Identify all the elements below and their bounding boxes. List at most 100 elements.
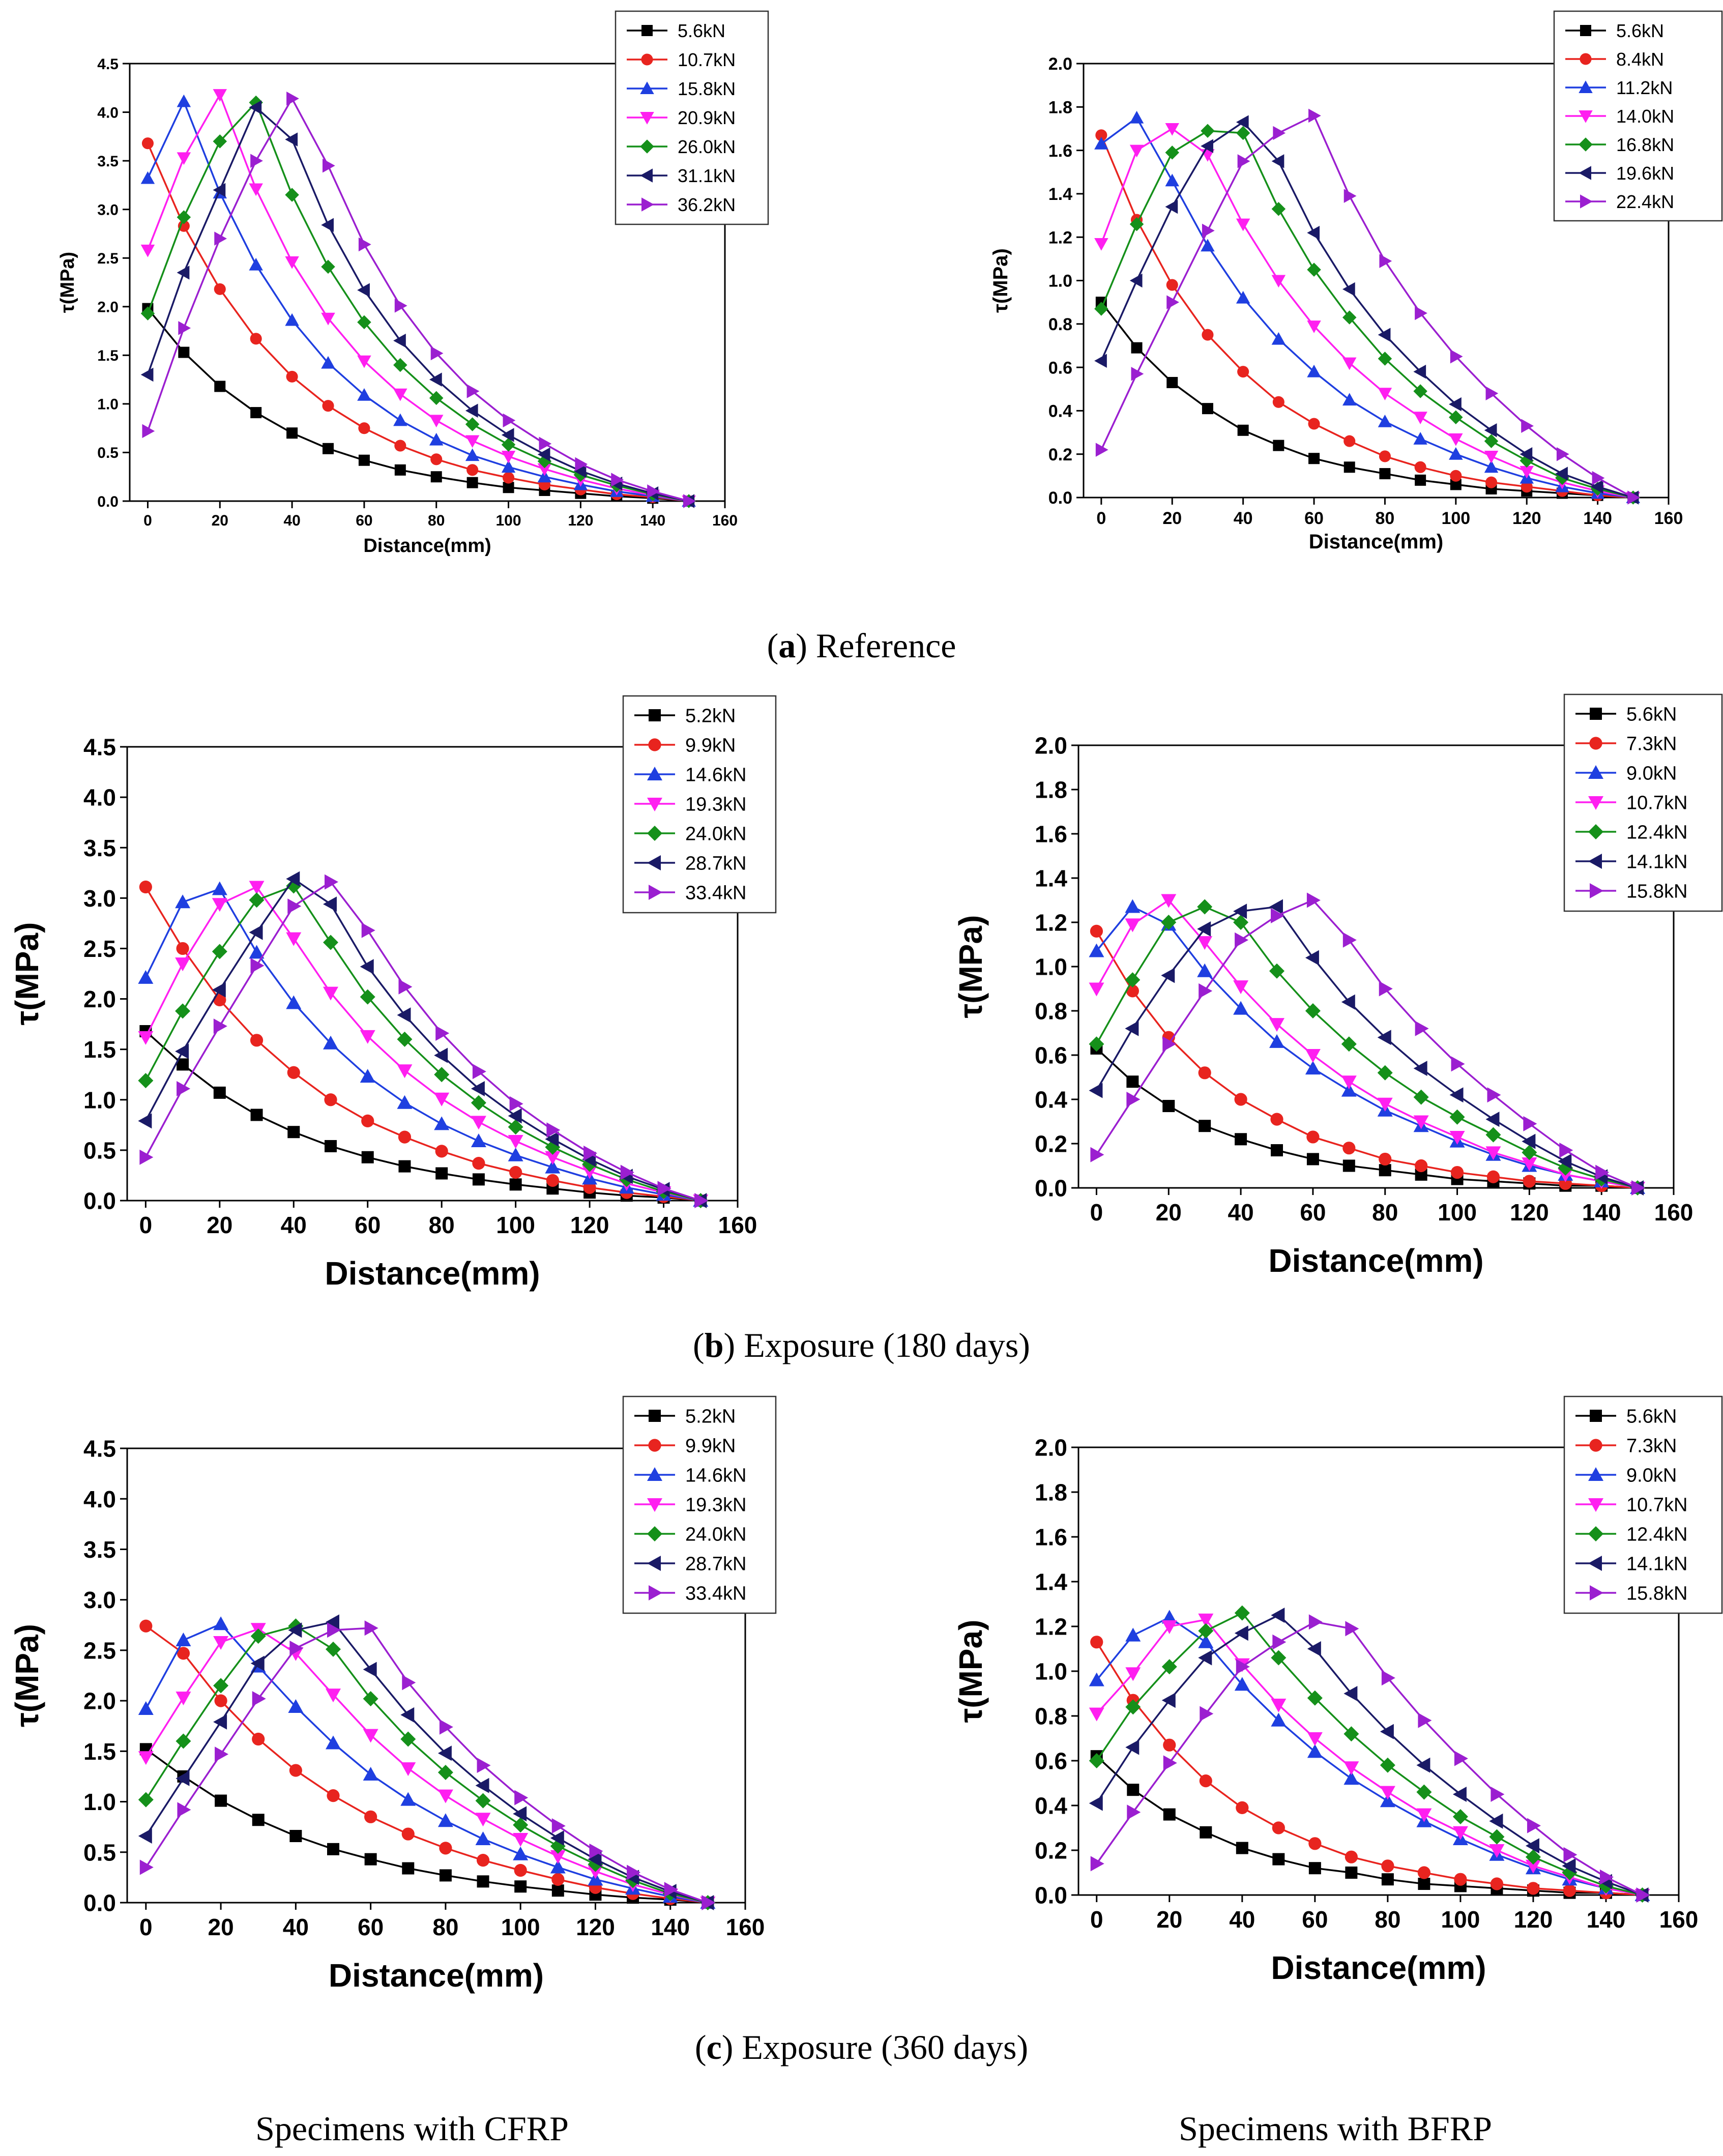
data-point <box>1089 982 1104 997</box>
data-point <box>1125 1699 1141 1715</box>
series-line <box>145 1623 708 1904</box>
data-point <box>1449 397 1462 412</box>
data-point <box>1307 321 1321 333</box>
legend-marker <box>647 1526 662 1541</box>
data-point <box>589 1843 603 1859</box>
data-point <box>550 1850 566 1864</box>
legend-label: 12.4kN <box>1626 1524 1687 1546</box>
data-point <box>1451 1056 1465 1072</box>
data-point <box>1342 282 1355 297</box>
series-line <box>147 308 689 502</box>
legend-marker <box>1588 1467 1603 1481</box>
x-tick-label: 120 <box>1512 509 1541 528</box>
data-point <box>1166 376 1178 388</box>
data-point <box>437 1789 453 1803</box>
data-point <box>1236 1842 1248 1854</box>
data-point <box>1197 899 1213 915</box>
data-point <box>1380 1793 1395 1808</box>
legend-label: 19.6kN <box>1616 163 1674 184</box>
data-point <box>439 1719 453 1735</box>
y-tick-label: 3.0 <box>97 201 119 218</box>
y-tick-label: 4.0 <box>97 104 119 121</box>
data-point <box>1233 980 1249 995</box>
x-tick-label: 40 <box>1228 1199 1254 1226</box>
data-point <box>1484 460 1499 473</box>
x-axis-label: Distance(mm) <box>1271 1949 1486 1986</box>
legend-label: 19.3kN <box>685 1495 746 1516</box>
series-28.7kN <box>138 871 707 1208</box>
data-point <box>1237 424 1249 436</box>
data-point <box>1485 1112 1500 1127</box>
y-tick-label: 1.4 <box>1048 185 1072 204</box>
x-tick-label: 60 <box>1302 1906 1328 1933</box>
data-point <box>139 1619 153 1633</box>
legend-label: 9.0kN <box>1626 1465 1677 1487</box>
data-point <box>1344 1761 1359 1775</box>
data-point <box>509 1166 522 1179</box>
y-tick-label: 0.5 <box>83 1137 116 1163</box>
data-point <box>1341 994 1355 1010</box>
data-point <box>213 1636 229 1650</box>
data-point <box>1090 1856 1104 1872</box>
data-point <box>1344 189 1357 203</box>
data-point <box>435 1145 448 1158</box>
data-point <box>394 299 407 313</box>
series-line <box>145 1628 708 1904</box>
series-line <box>144 886 701 1202</box>
legend-marker <box>640 168 653 183</box>
data-point <box>1197 921 1211 937</box>
data-point <box>1271 1712 1287 1727</box>
data-point <box>397 1095 413 1109</box>
data-point <box>1418 1712 1432 1728</box>
data-point <box>1269 963 1284 979</box>
data-point <box>326 1641 341 1657</box>
data-point <box>1308 1837 1322 1850</box>
data-point <box>620 1164 634 1180</box>
data-point <box>361 1151 374 1163</box>
y-tick-label: 3.0 <box>83 885 116 912</box>
data-point <box>477 1875 489 1888</box>
data-point <box>1486 1170 1500 1183</box>
data-point <box>1234 1093 1247 1106</box>
data-point <box>177 1081 191 1096</box>
data-point <box>285 256 299 269</box>
data-point <box>1305 1061 1321 1075</box>
series-line <box>144 888 701 1202</box>
x-tick-label: 140 <box>640 512 665 529</box>
y-axis-label: τ(MPa) <box>9 922 45 1026</box>
data-point <box>1125 1627 1141 1642</box>
series-line <box>1100 130 1633 499</box>
legend-marker <box>1579 166 1591 180</box>
data-point <box>1305 950 1319 966</box>
legend-label: 15.8kN <box>678 78 736 99</box>
x-tick-label: 160 <box>1654 1199 1693 1226</box>
data-point <box>358 454 370 466</box>
data-point <box>551 1873 565 1886</box>
data-point <box>434 1067 450 1083</box>
caption-c: (c) Exposure (360 days) <box>694 2028 1029 2066</box>
data-point <box>321 356 335 369</box>
legend: 5.6kN 10.7kN 15.8kN 20.9kN 26.0kN 31.1kN 36.2k… <box>615 10 769 225</box>
series-line <box>144 886 701 1202</box>
data-point <box>1198 1650 1212 1666</box>
data-point <box>1161 1659 1177 1675</box>
data-point <box>1307 225 1320 240</box>
x-tick-label: 160 <box>1654 509 1683 528</box>
data-point <box>288 1699 304 1713</box>
data-point <box>1563 1884 1576 1897</box>
series-line <box>1096 1614 1643 1896</box>
data-point <box>475 1778 489 1793</box>
data-point <box>288 1622 302 1638</box>
data-point <box>393 413 407 426</box>
data-point <box>477 1758 491 1773</box>
data-point <box>439 1842 452 1855</box>
y-tick-label: 1.2 <box>1048 228 1072 247</box>
data-point <box>139 1859 154 1875</box>
plot-frame <box>126 1447 746 1904</box>
data-point <box>402 1675 416 1691</box>
data-point <box>1131 367 1144 381</box>
series-33.4kN <box>139 1620 716 1910</box>
data-point <box>1416 1808 1432 1822</box>
data-point <box>1556 447 1569 461</box>
data-point <box>429 391 444 405</box>
